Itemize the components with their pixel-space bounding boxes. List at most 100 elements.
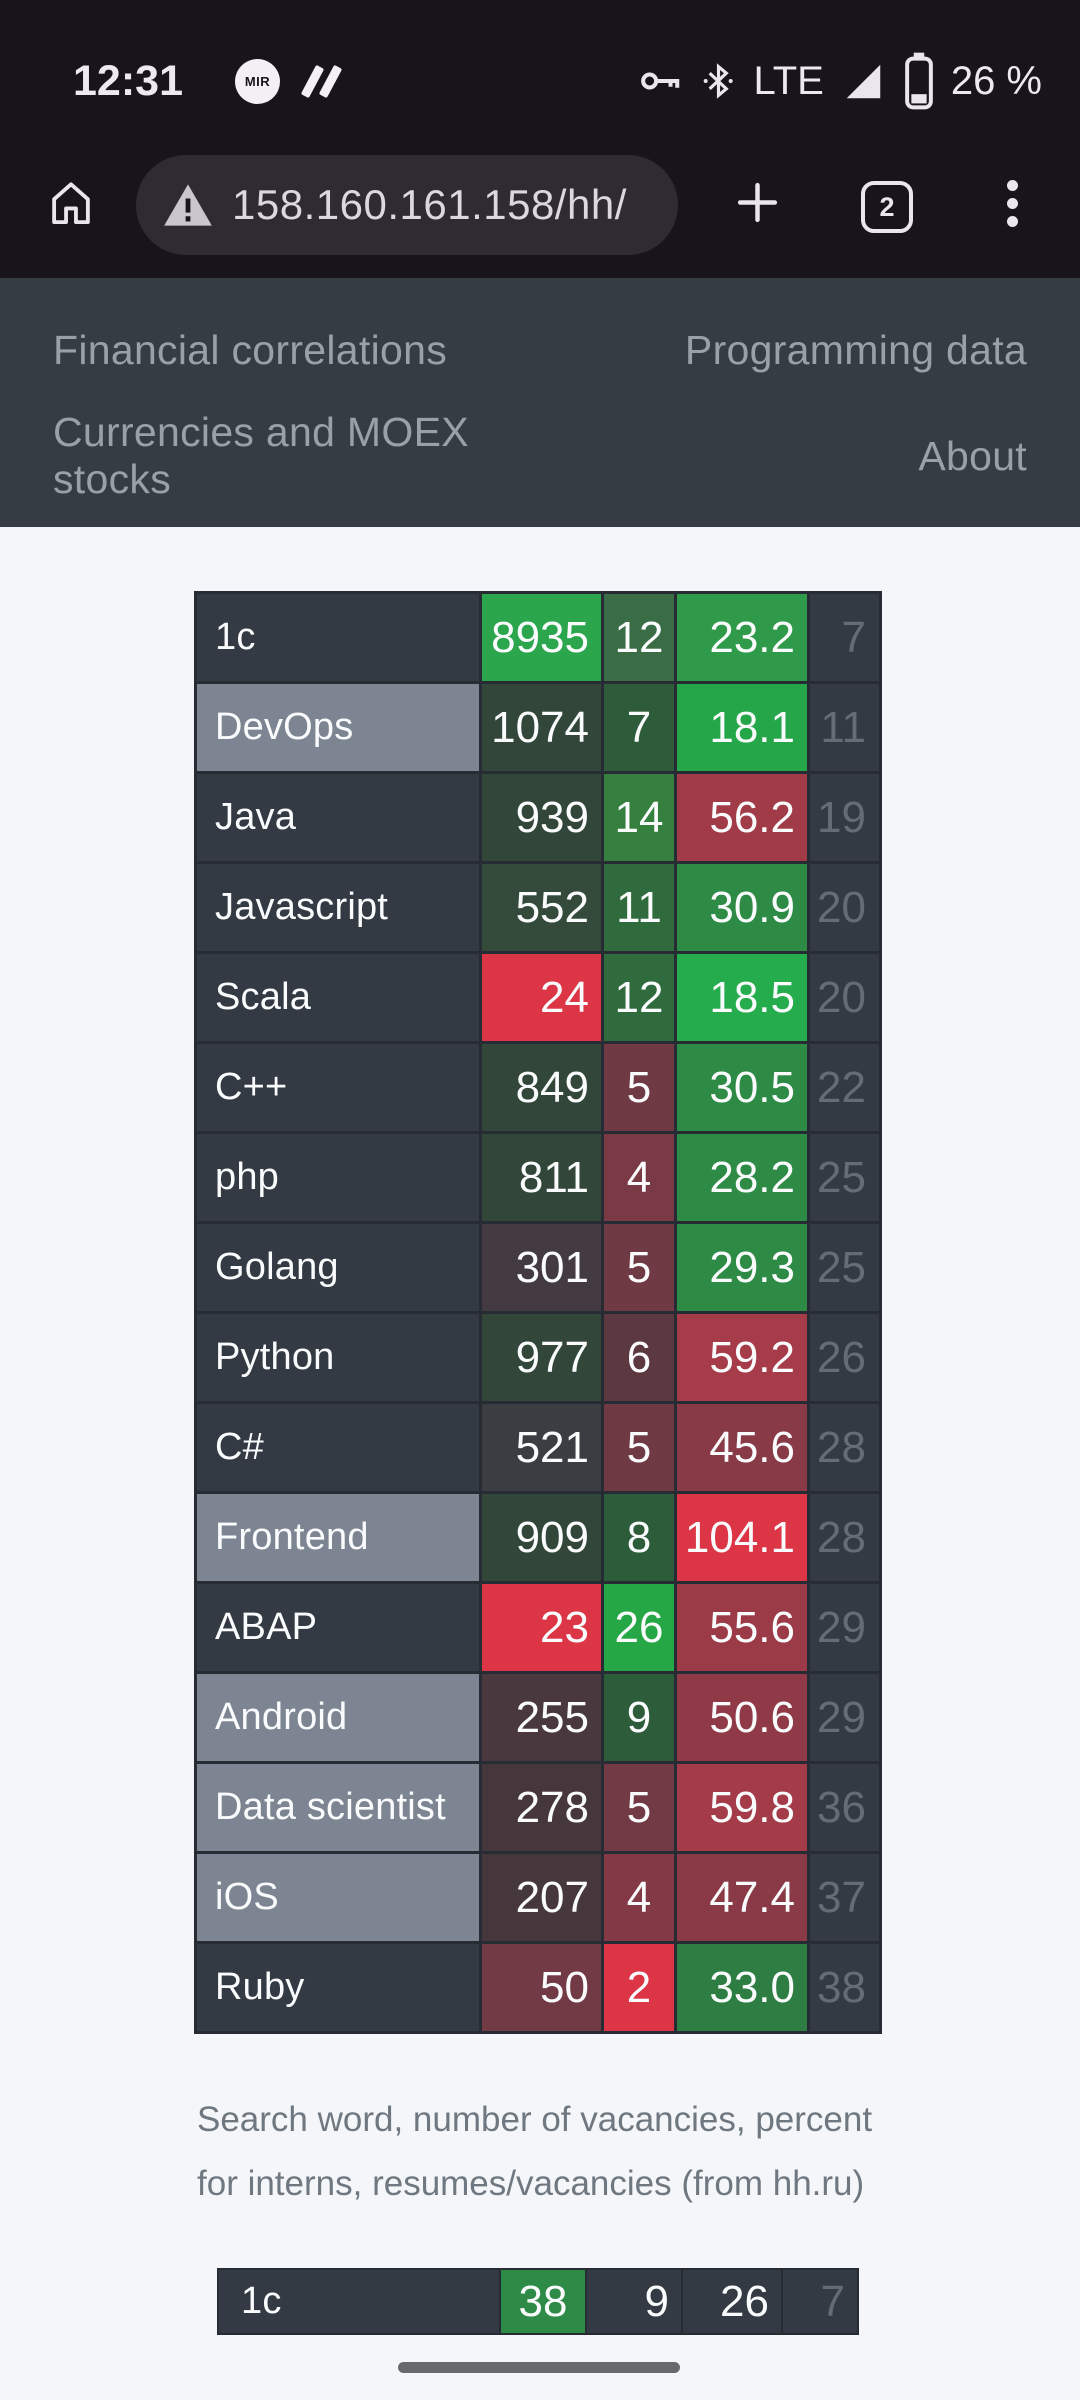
address-bar[interactable]: 158.160.161.158/hh/ xyxy=(136,155,678,255)
row-label-android: Android xyxy=(197,1674,479,1761)
caption-line-1: Search word, number of vacancies, percen… xyxy=(197,2100,873,2139)
mir-label: MIR xyxy=(244,73,271,89)
interns-percent-cell: 5 xyxy=(604,1224,674,1311)
tab-count: 2 xyxy=(879,191,895,222)
status-bar: 12:31 MIR xyxy=(0,48,1080,114)
interns-percent-cell: 8 xyxy=(604,1494,674,1581)
rank-cell: 37 xyxy=(810,1854,879,1941)
vacancies-count-cell: 811 xyxy=(482,1134,601,1221)
interns-table-cell-1: 9 xyxy=(587,2270,681,2333)
resumes-per-vacancy-cell: 33.0 xyxy=(677,1944,807,2031)
resumes-per-vacancy-cell: 18.5 xyxy=(677,954,807,1041)
resumes-per-vacancy-cell: 29.3 xyxy=(677,1224,807,1311)
resumes-per-vacancy-cell: 104.1 xyxy=(677,1494,807,1581)
resumes-per-vacancy-cell: 30.9 xyxy=(677,864,807,951)
vacancies-count-cell: 977 xyxy=(482,1314,601,1401)
vacancies-count-cell: 1074 xyxy=(482,684,601,771)
resumes-per-vacancy-cell: 50.6 xyxy=(677,1674,807,1761)
row-label-ruby: Ruby xyxy=(197,1944,479,2031)
rank-cell: 29 xyxy=(810,1584,879,1671)
row-label-c-: C# xyxy=(197,1404,479,1491)
vacancies-count-cell: 939 xyxy=(482,774,601,861)
vacancies-count-cell: 24 xyxy=(482,954,601,1041)
mir-notification-icon: MIR xyxy=(235,58,280,104)
rank-cell: 19 xyxy=(810,774,879,861)
nav-item-financial-correlations[interactable]: Financial correlations xyxy=(53,326,447,373)
resumes-per-vacancy-cell: 18.1 xyxy=(677,684,807,771)
interns-percent-cell: 11 xyxy=(604,864,674,951)
status-system-icons: LTE 26 % xyxy=(637,48,1042,114)
vacancies-count-cell: 8935 xyxy=(482,594,601,681)
row-label-1c: 1c xyxy=(219,2270,499,2333)
gesture-navigation-handle[interactable] xyxy=(398,2362,680,2373)
vacancies-count-cell: 552 xyxy=(482,864,601,951)
interns-percent-cell: 4 xyxy=(604,1854,674,1941)
interns-percent-cell: 5 xyxy=(604,1044,674,1131)
rank-cell: 26 xyxy=(810,1314,879,1401)
vacancies-table: 1c 8935 12 23.2 7 DevOps 1074 7 18.1 11 Java 939 14 5… xyxy=(194,591,882,2034)
row-label-c-: C++ xyxy=(197,1044,479,1131)
browser-chrome: 12:31 MIR xyxy=(0,0,1080,278)
interns-percent-cell: 6 xyxy=(604,1314,674,1401)
vacancies-count-cell: 849 xyxy=(482,1044,601,1131)
status-clock: 12:31 xyxy=(73,56,183,105)
interns-percent-cell: 5 xyxy=(604,1764,674,1851)
nav-item-currencies-and-moex-stocks[interactable]: Currencies and MOEX stocks xyxy=(53,409,469,502)
key-icon xyxy=(637,58,683,104)
vacancies-count-cell: 23 xyxy=(482,1584,601,1671)
interns-percent-cell: 9 xyxy=(604,1674,674,1761)
rank-cell: 11 xyxy=(810,684,879,771)
row-label-golang: Golang xyxy=(197,1224,479,1311)
rank-cell: 22 xyxy=(810,1044,879,1131)
interns-percent-cell: 4 xyxy=(604,1134,674,1221)
interns-percent-cell: 12 xyxy=(604,594,674,681)
row-label-1c: 1c xyxy=(197,594,479,681)
caption-line-2: for interns, resumes/vacancies (from hh.… xyxy=(197,2164,865,2203)
home-button[interactable] xyxy=(44,176,98,230)
vacancies-count-cell: 301 xyxy=(482,1224,601,1311)
rank-cell: 28 xyxy=(810,1404,879,1491)
battery-percent-label: 26 % xyxy=(950,58,1042,103)
vacancies-count-cell: 521 xyxy=(482,1404,601,1491)
url-text[interactable]: 158.160.161.158/hh/ xyxy=(232,181,627,228)
signal-strength-icon xyxy=(839,58,887,104)
row-label-java: Java xyxy=(197,774,479,861)
vacancies-count-cell: 278 xyxy=(482,1764,601,1851)
table-caption: Search word, number of vacancies, percen… xyxy=(197,2088,937,2216)
interns-table-cell-3: 7 xyxy=(783,2270,857,2333)
interns-table-cell-0: 38 xyxy=(501,2270,585,2333)
row-label-devops: DevOps xyxy=(197,684,479,771)
battery-icon xyxy=(902,52,936,110)
resumes-per-vacancy-cell: 47.4 xyxy=(677,1854,807,1941)
rank-cell: 20 xyxy=(810,954,879,1041)
rank-cell: 36 xyxy=(810,1764,879,1851)
resumes-per-vacancy-cell: 28.2 xyxy=(677,1134,807,1221)
row-label-scala: Scala xyxy=(197,954,479,1041)
interns-percent-cell: 7 xyxy=(604,684,674,771)
new-tab-button[interactable] xyxy=(731,176,784,229)
stripes-notification-icon xyxy=(300,59,343,104)
vacancies-count-cell: 255 xyxy=(482,1674,601,1761)
resumes-per-vacancy-cell: 23.2 xyxy=(677,594,807,681)
interns-percent-cell: 14 xyxy=(604,774,674,861)
nav-item-about[interactable]: About xyxy=(918,432,1027,479)
rank-cell: 38 xyxy=(810,1944,879,2031)
interns-table: 1c 38 9 26 7 xyxy=(217,2268,859,2335)
interns-table-cell-2: 26 xyxy=(683,2270,781,2333)
menu-kebab-button[interactable] xyxy=(1001,174,1023,232)
resumes-per-vacancy-cell: 55.6 xyxy=(677,1584,807,1671)
nav-item-programming-data[interactable]: Programming data xyxy=(684,326,1027,373)
rank-cell: 20 xyxy=(810,864,879,951)
notification-icons: MIR xyxy=(235,48,343,114)
rank-cell: 7 xyxy=(810,594,879,681)
tab-switcher-button[interactable]: 2 xyxy=(861,181,913,233)
not-secure-warning-icon[interactable] xyxy=(162,181,214,229)
resumes-per-vacancy-cell: 59.2 xyxy=(677,1314,807,1401)
interns-percent-cell: 5 xyxy=(604,1404,674,1491)
resumes-per-vacancy-cell: 45.6 xyxy=(677,1404,807,1491)
rank-cell: 28 xyxy=(810,1494,879,1581)
row-label-abap: ABAP xyxy=(197,1584,479,1671)
row-label-javascript: Javascript xyxy=(197,864,479,951)
bluetooth-icon xyxy=(698,58,738,104)
